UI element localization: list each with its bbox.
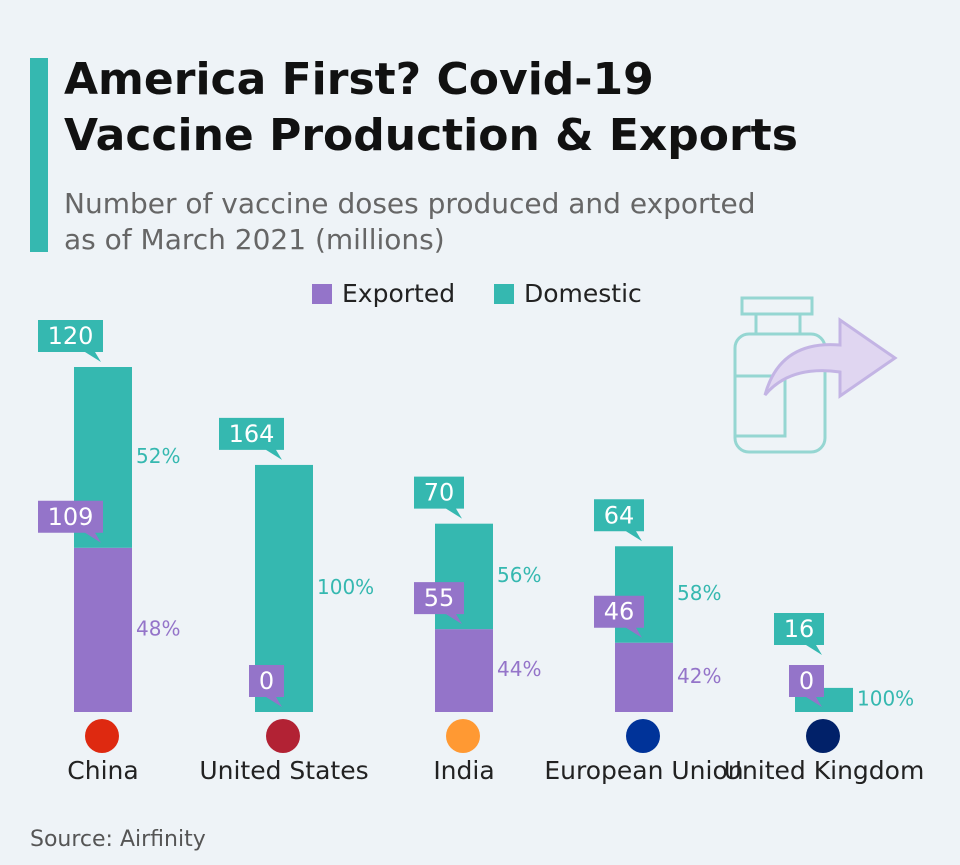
bar-segment [435, 629, 493, 712]
category-label: United Kingdom [724, 756, 925, 785]
category-label: China [67, 756, 138, 785]
value-label-box [38, 320, 103, 362]
share-label: 44% [497, 657, 541, 681]
value-label: 109 [48, 503, 94, 531]
vial-icon [733, 296, 898, 454]
value-label-box [789, 665, 824, 707]
value-label-box [219, 417, 284, 460]
category-label: India [433, 756, 494, 785]
category-label: European Union [544, 756, 743, 785]
category-label: United States [199, 756, 368, 785]
value-label: 64 [604, 501, 635, 529]
value-label-box [414, 582, 464, 625]
share-label: 42% [677, 664, 721, 688]
share-label: 52% [136, 444, 180, 468]
share-label: 100% [317, 575, 374, 599]
value-label-box [249, 665, 284, 707]
value-label: 46 [604, 598, 635, 626]
value-label-box [38, 500, 103, 543]
legend-label: Domestic [524, 279, 642, 308]
bar-segment [74, 547, 132, 712]
value-label: 120 [48, 322, 94, 350]
bar-segment [615, 642, 673, 712]
flag [446, 719, 480, 753]
value-label: 0 [259, 667, 274, 695]
value-label: 164 [229, 420, 275, 448]
flag [266, 719, 300, 753]
legend-swatch [494, 284, 514, 304]
value-label-box [594, 595, 644, 638]
flag [806, 719, 840, 753]
share-label: 100% [857, 686, 914, 710]
source: Source: Airfinity [30, 827, 206, 852]
chart-title: America First? Covid-19 Vaccine Productio… [64, 54, 798, 161]
flag [85, 719, 119, 753]
value-label: 70 [424, 479, 455, 507]
value-label: 16 [784, 615, 815, 643]
legend-label: Exported [342, 279, 455, 308]
value-label-box [414, 476, 464, 519]
value-label: 0 [799, 667, 814, 695]
flag [626, 719, 660, 753]
value-label-box [594, 499, 644, 542]
value-label-box [774, 613, 824, 655]
share-label: 56% [497, 563, 541, 587]
bar-segment [615, 546, 673, 643]
share-label: 58% [677, 581, 721, 605]
value-label: 55 [424, 584, 455, 612]
legend-swatch [312, 284, 332, 304]
share-label: 48% [136, 616, 180, 640]
title-accent [30, 58, 48, 252]
chart-subtitle: Number of vaccine doses produced and exp… [64, 187, 756, 256]
